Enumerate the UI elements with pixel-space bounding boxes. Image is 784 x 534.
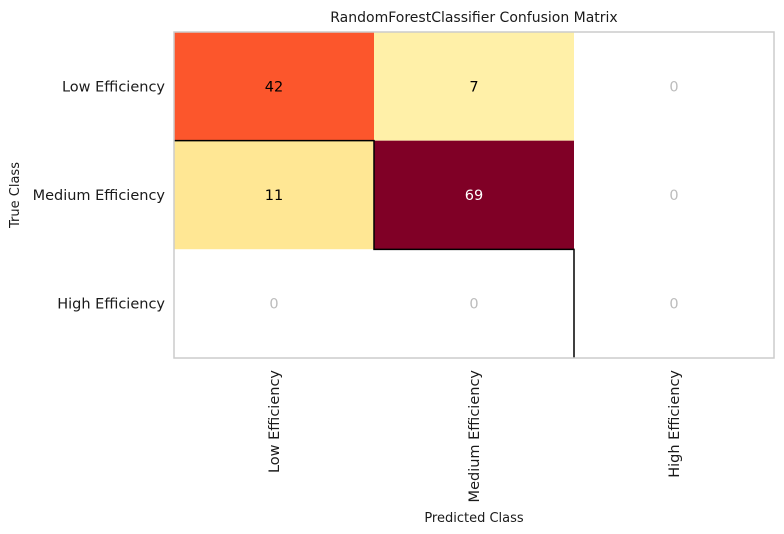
heatmap-cell [374,249,574,358]
heatmap-cell [574,32,774,141]
cell-value-label: 0 [469,297,478,313]
cell-value-label: 42 [265,79,283,95]
y-tick-labels: Low Efficiency Medium Efficiency High Effi… [33,79,166,312]
cell-value-label: 11 [265,188,283,204]
cell-value-label: 0 [669,297,678,313]
heatmap-cell [174,249,374,358]
cell-value-label: 0 [269,297,278,313]
x-tick-labels: Low Efficiency Medium Efficiency High Effi… [267,370,683,503]
heatmap-cell [574,140,774,250]
heatmap-cell [374,32,574,141]
x-tick-label: Medium Efficiency [467,370,483,503]
cell-value-label: 0 [669,188,678,204]
y-tick-label: Medium Efficiency [33,188,166,204]
cell-value-label: 0 [669,79,678,95]
y-axis-label: True Class [8,162,23,229]
x-axis-label: Predicted Class [424,511,524,526]
chart-title: RandomForestClassifier Confusion Matrix [330,10,617,26]
heatmap-cell [374,140,574,250]
diagonal-highlight-lines [174,139,575,358]
heatmap-cell [174,32,374,141]
y-tick-label: Low Efficiency [62,79,165,95]
x-tick-label: High Efficiency [667,370,683,478]
y-tick-label: High Efficiency [57,297,165,313]
x-tick-label: Low Efficiency [267,370,283,473]
plot-frame [173,31,775,359]
heatmap-cell [574,249,774,358]
heatmap-cell [174,140,374,250]
cell-value-label: 7 [469,79,478,95]
cell-value-label: 69 [465,188,483,204]
heatmap-cell-labels: 42 7 0 11 69 0 0 0 0 [265,79,679,312]
heatmap-cells [174,32,774,358]
diagonal-step-line [174,139,575,358]
